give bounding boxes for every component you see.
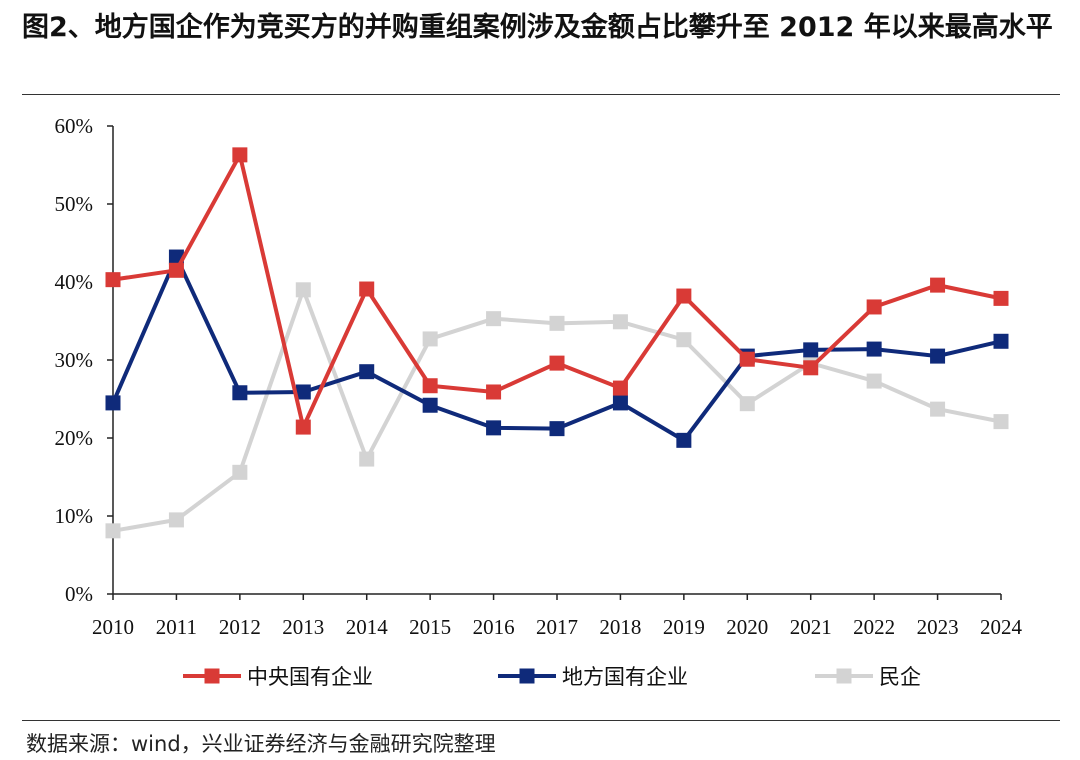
y-tick-label: 30% [55,348,94,372]
legend-label: 地方国有企业 [562,665,688,689]
bottom-divider [22,720,1060,721]
data-point [232,385,248,401]
x-tick-label: 2011 [156,615,197,639]
data-point [930,348,946,364]
data-point [549,315,565,331]
data-point [295,282,311,298]
data-point [295,384,311,400]
data-point [930,401,946,417]
y-tick-label: 20% [55,426,94,450]
data-point [866,373,882,389]
data-point [486,311,502,327]
data-point [866,341,882,357]
data-point [232,147,248,163]
x-tick-label: 2015 [409,615,451,639]
data-point [676,432,692,448]
data-point [105,523,121,539]
data-point [676,288,692,304]
data-point [993,414,1009,430]
x-tick-label: 2013 [282,615,324,639]
data-point [295,419,311,435]
data-point [676,332,692,348]
data-point [739,396,755,412]
data-point [803,342,819,358]
chart-title: 图2、地方国企作为竞买方的并购重组案例涉及金额占比攀升至 2012 年以来最高水… [22,12,1053,43]
data-point [993,333,1009,349]
y-tick-label: 50% [55,192,94,216]
data-point [739,351,755,367]
x-tick-label: 2024 [980,615,1023,639]
legend-label: 民企 [879,665,921,689]
x-tick-label: 2018 [599,615,641,639]
x-tick-label: 2021 [790,615,832,639]
data-point [168,262,184,278]
data-point [993,290,1009,306]
data-point [105,395,121,411]
x-tick-label: 2010 [92,615,134,639]
x-tick-label: 2014 [346,615,389,639]
x-tick-label: 2023 [917,615,959,639]
x-tick-label: 2020 [726,615,768,639]
x-tick-label: 2012 [219,615,261,639]
data-point [803,360,819,376]
data-point [422,378,438,394]
data-point [105,272,121,288]
data-point [612,395,628,411]
x-tick-label: 2017 [536,615,578,639]
legend-marker [204,668,220,684]
y-tick-label: 0% [65,582,93,606]
source-note: 数据来源：wind，兴业证券经济与金融研究院整理 [26,732,496,756]
data-point [549,355,565,371]
top-divider [22,94,1060,95]
data-point [359,451,375,467]
legend-label: 中央国有企业 [247,665,373,689]
data-point [486,420,502,436]
data-point [612,314,628,330]
y-tick-label: 10% [55,504,94,528]
data-point [359,364,375,380]
data-point [422,397,438,413]
data-point [422,331,438,347]
data-point [549,421,565,437]
data-point [930,277,946,293]
x-tick-label: 2022 [853,615,895,639]
data-point [486,384,502,400]
x-tick-label: 2016 [473,615,515,639]
legend-marker [519,668,535,684]
data-point [359,281,375,297]
line-chart: 0% 10% 20% 30% 40% 50% 60% 2010 2011 2012 2013 2014… [55,114,1023,689]
legend-marker [836,668,852,684]
data-point [612,380,628,396]
y-tick-label: 40% [55,270,94,294]
data-point [232,464,248,480]
x-tick-label: 2019 [663,615,705,639]
y-tick-label: 60% [55,114,94,138]
data-point [168,512,184,528]
data-point [866,299,882,315]
